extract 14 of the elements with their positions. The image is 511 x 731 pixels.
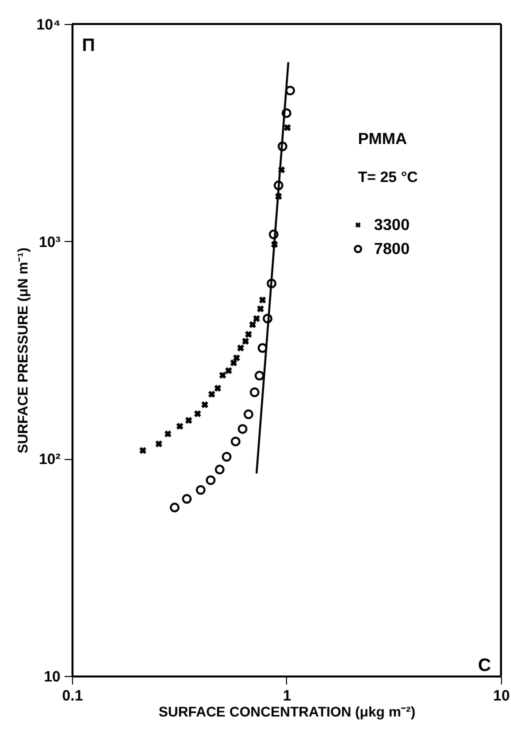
legend-label: 3300 [374, 217, 410, 234]
y-tick-label: 10 [44, 668, 60, 686]
x-tick-label: 1 [282, 688, 292, 704]
x-axis-title: SURFACE CONCENTRATION (μkg m⁻²) [158, 704, 416, 720]
y-tick-label: 10⁴ [36, 16, 60, 34]
x-tick-label: 10 [493, 688, 510, 704]
y-tick-label: 10² [38, 451, 60, 468]
legend-label: 7800 [374, 241, 410, 258]
text: PMMA T= 25 °C [358, 131, 418, 186]
y-tick-label: 10³ [38, 234, 60, 251]
y-axis-title: SURFACE PRESSURE (μN m⁻¹) [14, 248, 30, 454]
x-tick-label: 0.1 [62, 688, 83, 704]
annotation: Π [82, 35, 95, 55]
annotation: C [478, 655, 491, 675]
